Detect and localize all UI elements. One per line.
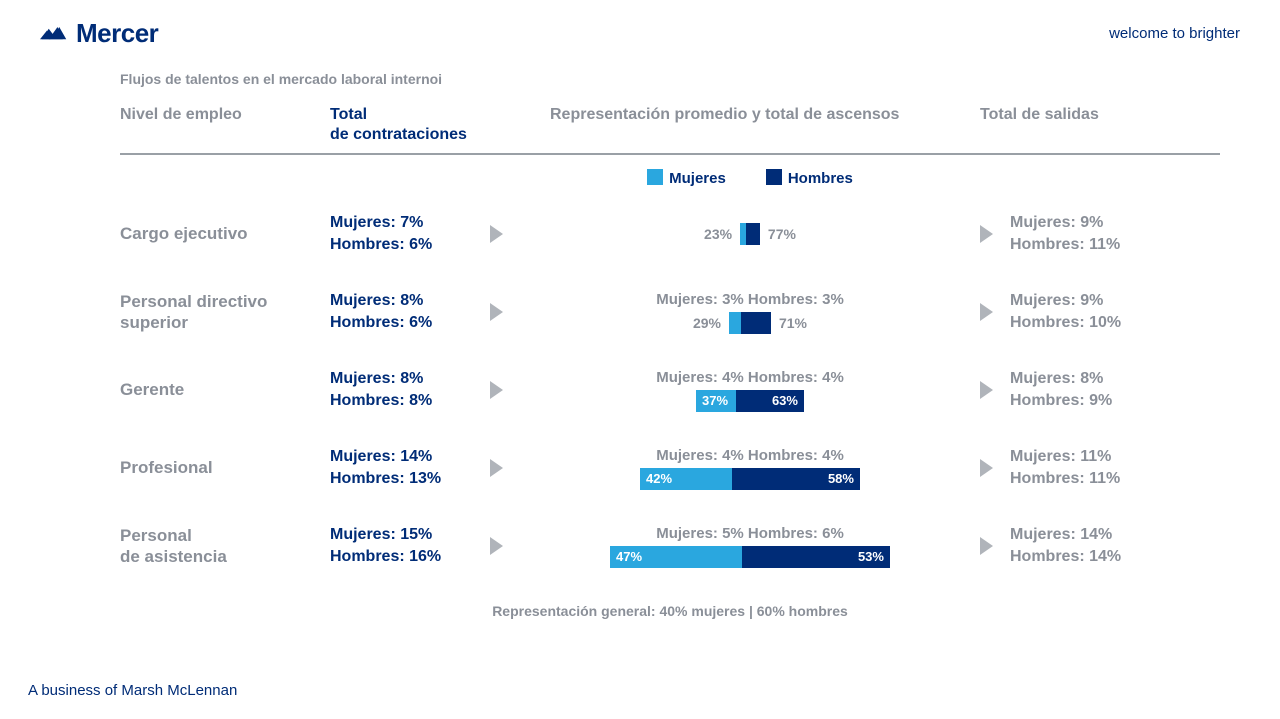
exits-cell: Mujeres: 9%Hombres: 11% [1010, 212, 1210, 255]
column-headers: Nivel de empleo Totalde contrataciones R… [120, 105, 1220, 155]
table-rows: Cargo ejecutivoMujeres: 7%Hombres: 6% 23%… [120, 195, 1220, 585]
bar-segment-men: 53% [742, 546, 890, 568]
hires-cell: Mujeres: 14%Hombres: 13% [330, 446, 490, 489]
exits-cell: Mujeres: 8%Hombres: 9% [1010, 368, 1210, 411]
hires-cell: Mujeres: 15%Hombres: 16% [330, 524, 490, 567]
legend-women: Mujeres [647, 169, 726, 187]
arrow-right-icon [980, 459, 993, 477]
men-pct-label: 77% [760, 226, 804, 242]
brand-tagline: welcome to brighter [1109, 25, 1240, 42]
hires-cell: Mujeres: 8%Hombres: 6% [330, 290, 490, 333]
table-row: Personal directivosuperiorMujeres: 8%Hom… [120, 273, 1220, 351]
col-header-exits: Total de salidas [980, 105, 1180, 145]
flow-arrow [490, 459, 520, 477]
representation-bar: 42%58% [520, 468, 980, 490]
stacked-bar: 42%58% [640, 468, 860, 490]
stacked-bar [740, 223, 760, 245]
level-label: Profesional [120, 457, 330, 478]
representation-cell: Mujeres: 4% Hombres: 4% 42%58% [520, 447, 980, 490]
women-pct-label: 23% [696, 226, 740, 242]
flow-arrow [980, 225, 1010, 243]
legend-women-label: Mujeres [669, 170, 726, 187]
mercer-logo-icon [40, 23, 68, 45]
exits-cell: Mujeres: 9%Hombres: 10% [1010, 290, 1210, 333]
table-row: GerenteMujeres: 8%Hombres: 8% Mujeres: 4%… [120, 351, 1220, 429]
arrow-right-icon [490, 537, 503, 555]
representation-cell: Mujeres: 3% Hombres: 3% 29% 71% [520, 291, 980, 334]
level-label: Personalde asistencia [120, 525, 330, 568]
level-label: Cargo ejecutivo [120, 223, 330, 244]
men-pct-label: 71% [771, 315, 815, 331]
table-row: ProfesionalMujeres: 14%Hombres: 13% Mujer… [120, 429, 1220, 507]
stacked-bar: 37%63% [696, 390, 804, 412]
bar-segment-men: 63% [736, 390, 804, 412]
representation-bar: 29% 71% [520, 312, 980, 334]
flow-arrow [980, 381, 1010, 399]
business-of-line: A business of Marsh McLennan [28, 682, 237, 699]
legend-men-label: Hombres [788, 170, 853, 187]
arrow-right-icon [490, 381, 503, 399]
arrow-right-icon [490, 303, 503, 321]
brand-logo: Mercer [40, 18, 158, 49]
flow-arrow [980, 537, 1010, 555]
exits-cell: Mujeres: 14%Hombres: 14% [1010, 524, 1210, 567]
flow-arrow [490, 381, 520, 399]
promotion-text: Mujeres: 4% Hombres: 4% [520, 369, 980, 386]
arrow-right-icon [490, 459, 503, 477]
representation-cell: Mujeres: 4% Hombres: 4% 37%63% [520, 369, 980, 412]
table-row: Cargo ejecutivoMujeres: 7%Hombres: 6% 23%… [120, 195, 1220, 273]
overall-representation-note: Representación general: 40% mujeres | 60… [120, 603, 1220, 619]
bar-segment-men [746, 223, 760, 245]
table-row: Personalde asistenciaMujeres: 15%Hombres… [120, 507, 1220, 585]
arrow-right-icon [980, 537, 993, 555]
bar-segment-women [729, 312, 741, 334]
talent-flow-table: Nivel de empleo Totalde contrataciones R… [0, 105, 1280, 619]
stacked-bar: 47%53% [610, 546, 890, 568]
flow-arrow [490, 303, 520, 321]
col-header-representation: Representación promedio y total de ascen… [520, 105, 980, 145]
promotion-text: Mujeres: 4% Hombres: 4% [520, 447, 980, 464]
representation-bar: 23% 77% [520, 223, 980, 245]
bar-segment-men [741, 312, 771, 334]
header: Mercer welcome to brighter [0, 0, 1280, 49]
flow-arrow [490, 225, 520, 243]
page-subtitle: Flujos de talentos en el mercado laboral… [0, 49, 1280, 105]
hires-cell: Mujeres: 7%Hombres: 6% [330, 212, 490, 255]
women-pct-label: 29% [685, 315, 729, 331]
promotion-text: Mujeres: 5% Hombres: 6% [520, 525, 980, 542]
chart-legend: Mujeres Hombres [520, 155, 980, 195]
col-header-hires: Totalde contrataciones [330, 105, 520, 145]
representation-bar: 47%53% [520, 546, 980, 568]
bar-segment-women: 37% [696, 390, 736, 412]
brand-name: Mercer [76, 18, 158, 49]
flow-arrow [980, 459, 1010, 477]
bar-segment-women: 47% [610, 546, 742, 568]
level-label: Personal directivosuperior [120, 291, 330, 334]
legend-swatch-women [647, 169, 663, 185]
arrow-right-icon [980, 303, 993, 321]
legend-swatch-men [766, 169, 782, 185]
arrow-right-icon [490, 225, 503, 243]
legend-men: Hombres [766, 169, 853, 187]
exits-cell: Mujeres: 11%Hombres: 11% [1010, 446, 1210, 489]
promotion-text: Mujeres: 3% Hombres: 3% [520, 291, 980, 308]
flow-arrow [980, 303, 1010, 321]
representation-bar: 37%63% [520, 390, 980, 412]
arrow-right-icon [980, 225, 993, 243]
representation-cell: Mujeres: 5% Hombres: 6% 47%53% [520, 525, 980, 568]
representation-cell: 23% 77% [520, 223, 980, 245]
col-header-level: Nivel de empleo [120, 105, 330, 145]
hires-cell: Mujeres: 8%Hombres: 8% [330, 368, 490, 411]
bar-segment-men: 58% [732, 468, 860, 490]
stacked-bar [729, 312, 771, 334]
bar-segment-women: 42% [640, 468, 732, 490]
level-label: Gerente [120, 379, 330, 400]
arrow-right-icon [980, 381, 993, 399]
flow-arrow [490, 537, 520, 555]
